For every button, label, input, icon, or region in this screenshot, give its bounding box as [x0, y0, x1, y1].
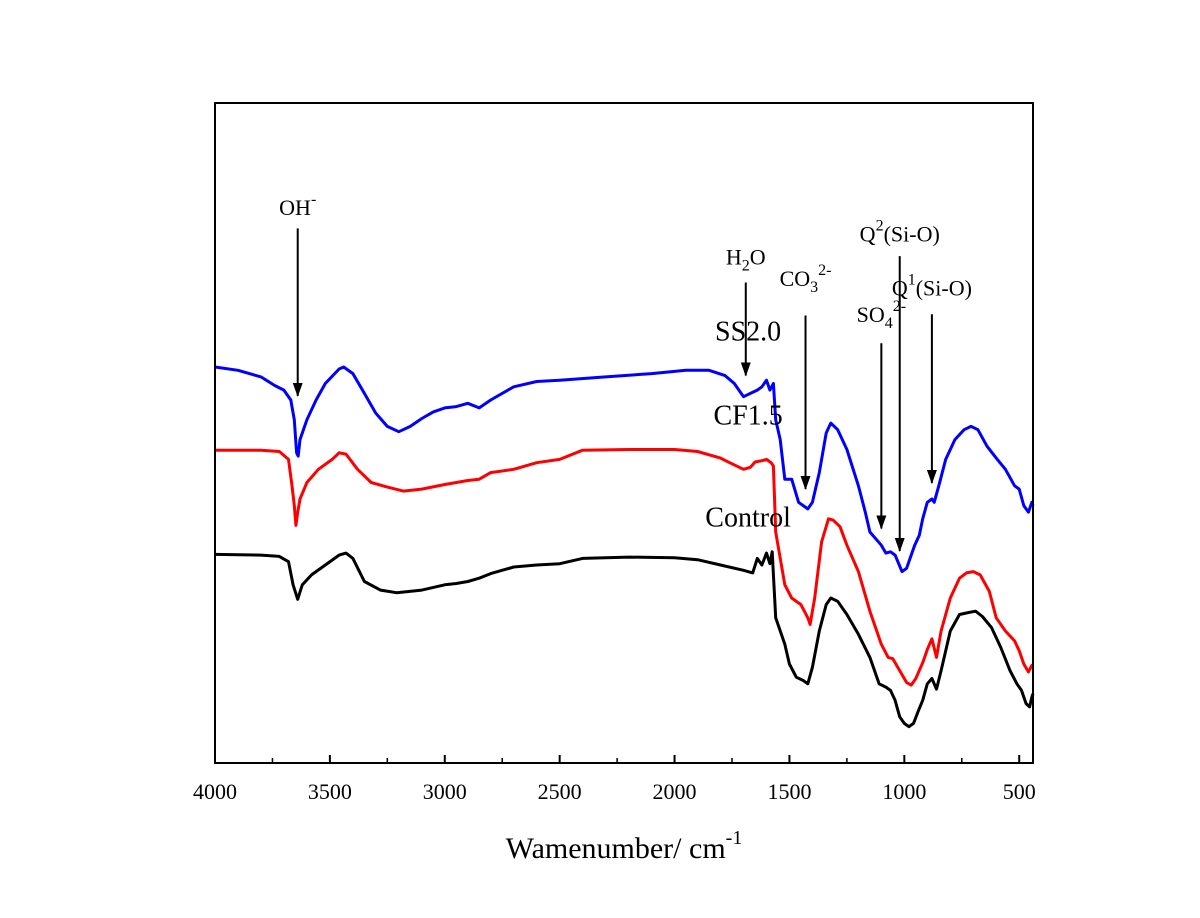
- series-label: SS2.0: [715, 317, 781, 348]
- annotation-label: Q2(Si-O): [860, 218, 940, 247]
- x-tick-label: 3500: [308, 779, 352, 804]
- x-tick-label: 1000: [882, 779, 926, 804]
- x-tick-label: 2000: [653, 779, 697, 804]
- x-tick-label: 4000: [193, 779, 237, 804]
- series-label: CF1.5: [713, 400, 782, 431]
- annotation-label: H2O: [726, 245, 766, 275]
- annotation-label: Q1(Si-O): [892, 272, 972, 301]
- plot-frame: [214, 102, 1034, 764]
- series-line-ss2-0: [214, 365, 1035, 574]
- x-tick-label: 3000: [423, 779, 467, 804]
- annotation-label: SO42-: [857, 298, 906, 332]
- x-axis: 4000 3500 3000 2500 2000 1500 1000 500: [193, 755, 1036, 804]
- x-axis-title: Wamenumber/ cm-1: [506, 827, 743, 865]
- x-tick-label: 500: [1003, 779, 1036, 804]
- series-line-control: [214, 550, 1035, 729]
- x-axis-title-base: Wamenumber/ cm: [506, 832, 726, 865]
- series-line-cf1-5: [215, 448, 1034, 687]
- x-tick-label: 2500: [538, 779, 582, 804]
- series-label-layer: SS2.0 CF1.5 Control: [705, 317, 791, 534]
- x-tick-label: 1500: [767, 779, 811, 804]
- series-label: Control: [705, 503, 791, 534]
- series-layer: [214, 365, 1035, 729]
- annotation-label: OH-: [279, 191, 316, 220]
- x-axis-title-sup: -1: [726, 827, 743, 849]
- annotation-layer: OH- H2O CO32- SO42- Q2(Si-O) Q1(Si-O): [279, 191, 972, 552]
- annotation-label: CO32-: [780, 262, 832, 296]
